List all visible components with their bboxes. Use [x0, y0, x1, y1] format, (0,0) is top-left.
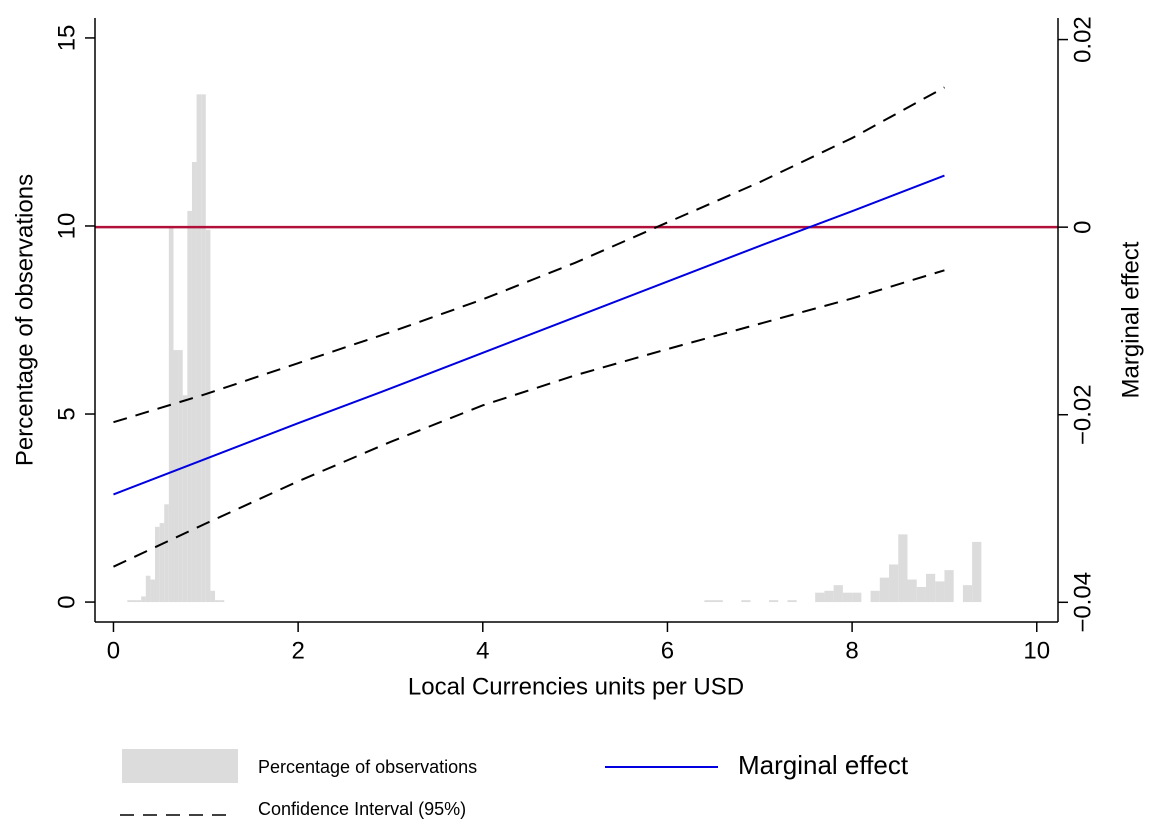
histogram-bar [916, 587, 926, 603]
histogram-bar [741, 600, 751, 603]
x-tick-label: 4 [476, 637, 489, 664]
histogram-bar [898, 534, 908, 603]
y-axis-title: Percentage of observations [11, 174, 38, 466]
histogram-bar [925, 573, 936, 603]
x-tick-label: 6 [661, 637, 674, 664]
histogram-bar [879, 577, 890, 603]
histogram-bar [907, 579, 917, 603]
histogram-bar [127, 600, 132, 603]
histogram-bar [972, 541, 982, 603]
y2-axis-title: Marginal effect [1117, 241, 1144, 398]
histogram-bar [935, 581, 945, 603]
histogram-bar [187, 210, 192, 603]
legend-swatch [122, 749, 238, 783]
histogram-bar [178, 350, 183, 603]
histogram-bar [215, 600, 220, 603]
histogram-bar [150, 579, 156, 603]
y2-tick-label: 0 [1069, 220, 1096, 233]
histogram-bar [889, 564, 899, 603]
y2-tick-label: −0.04 [1069, 572, 1096, 633]
histogram-bar [173, 350, 179, 603]
histogram-bar [815, 592, 825, 603]
legend-label: Confidence Interval (95%) [258, 799, 466, 819]
y2-tick-label: 0.02 [1069, 16, 1096, 63]
legend-label: Marginal effect [738, 750, 909, 780]
histogram-bar [842, 592, 853, 603]
histogram-bar [164, 504, 169, 603]
histogram-bar [210, 590, 216, 603]
histogram-bar [205, 229, 211, 603]
histogram-bar [769, 600, 779, 603]
histogram-bar [145, 575, 151, 603]
histogram-bar [155, 526, 160, 603]
y-tick-label: 15 [53, 25, 80, 52]
line [113, 174, 945, 496]
histogram-bar [141, 596, 146, 603]
histogram-bar [870, 590, 880, 603]
x-tick-label: 8 [845, 637, 858, 664]
x-tick-label: 10 [1023, 637, 1050, 664]
histogram-bar [136, 600, 142, 603]
y-tick-label: 0 [53, 595, 80, 608]
histogram-bar [944, 570, 954, 603]
ci-lower [113, 269, 945, 568]
legend-label: Percentage of observations [258, 757, 477, 777]
histogram-bar [852, 592, 862, 603]
histogram-bar [196, 94, 202, 603]
histogram-bar [159, 523, 165, 603]
histogram-bar [182, 395, 188, 603]
histogram-bar [824, 590, 834, 603]
histogram-bar [131, 600, 137, 603]
histogram-bar [787, 600, 797, 603]
x-tick-label: 0 [107, 637, 120, 664]
histogram-bar [713, 600, 723, 603]
x-tick-label: 2 [291, 637, 304, 664]
histogram-bar [168, 225, 174, 603]
histogram-bar [962, 585, 973, 603]
y2-tick-label: −0.02 [1069, 384, 1096, 445]
y-tick-label: 5 [53, 407, 80, 420]
histogram-bar [704, 600, 714, 603]
histogram-bar [219, 600, 225, 603]
histogram-bar [201, 94, 206, 603]
y-tick-label: 10 [53, 213, 80, 240]
x-axis-title: Local Currencies units per USD [408, 673, 744, 700]
ci-upper [113, 86, 945, 424]
histogram-bar [833, 585, 843, 603]
histogram-bar [191, 162, 197, 603]
